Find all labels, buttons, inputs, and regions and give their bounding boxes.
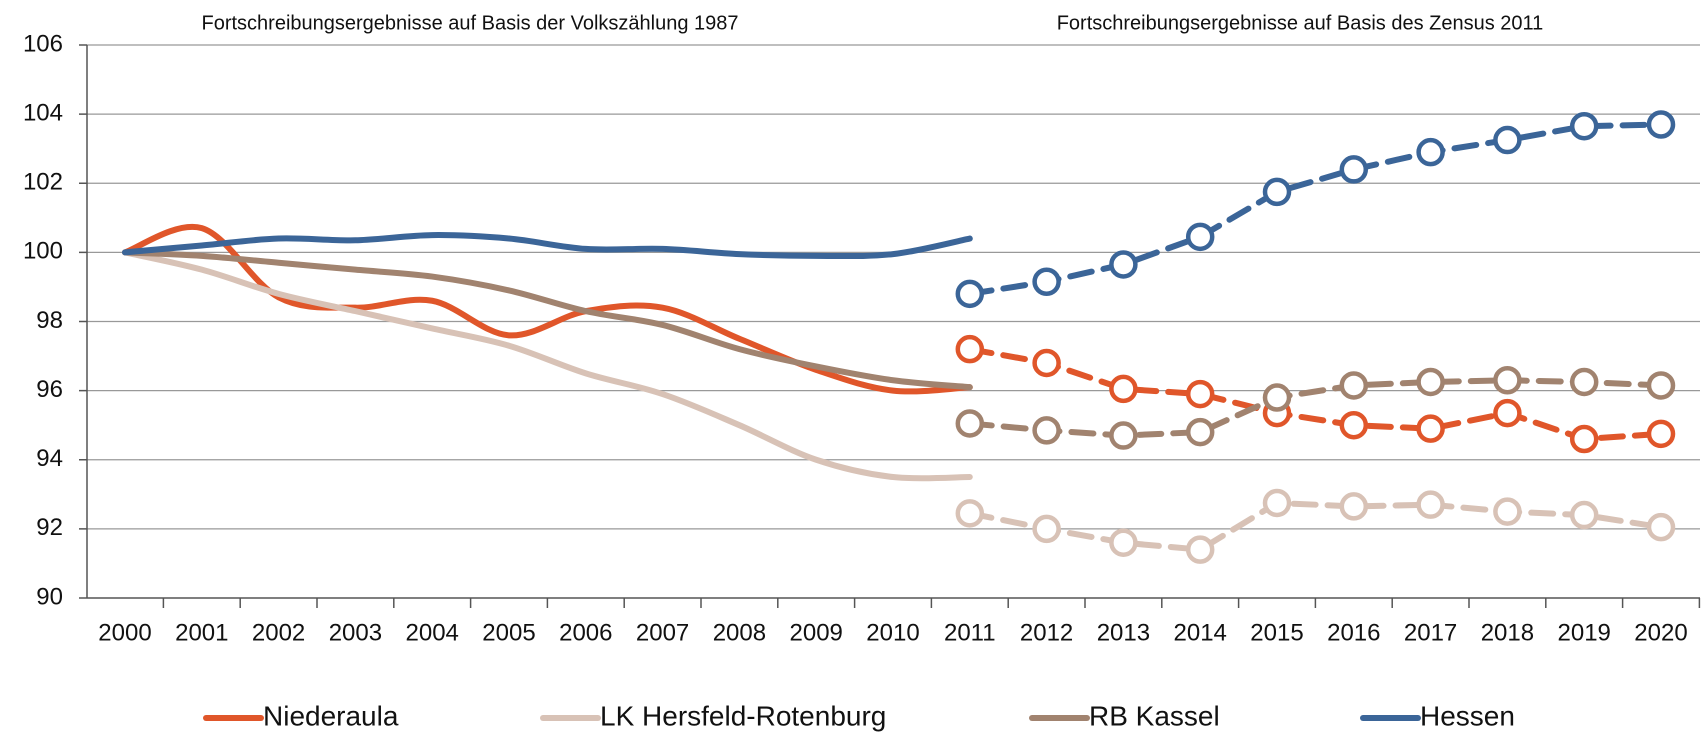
point: [1339, 371, 1369, 400]
point: [1185, 535, 1215, 564]
point: [1032, 267, 1061, 297]
point: [1109, 528, 1138, 557]
point: [1339, 492, 1369, 521]
line: [122, 249, 973, 391]
point: [955, 409, 985, 438]
legend-label: Niederaula: [263, 700, 399, 731]
x-tick-label: 2012: [1020, 619, 1073, 646]
y-tick-label: 90: [36, 583, 63, 610]
legend-label: Hessen: [1420, 700, 1515, 731]
point: [1416, 367, 1445, 397]
x-tick-label: 2018: [1481, 619, 1534, 646]
point: [1493, 497, 1522, 526]
x-tick-label: 2003: [329, 619, 382, 646]
x-tick-label: 2005: [482, 619, 535, 646]
y-tick-label: 102: [23, 169, 63, 196]
point: [955, 279, 985, 309]
annotation: Fortschreibungsergebnisse auf Basis des …: [1057, 12, 1544, 34]
x-tick-label: 2008: [713, 619, 766, 646]
y-tick-label: 96: [36, 376, 63, 403]
x-tick-label: 2009: [790, 619, 843, 646]
point: [1109, 250, 1138, 279]
point: [1416, 414, 1445, 443]
y-tick-label: 104: [23, 99, 63, 126]
x-tick-label: 2001: [175, 619, 228, 646]
point: [1109, 421, 1138, 450]
legend-label: LK Hersfeld-Rotenburg: [600, 700, 886, 731]
dashed-line: [966, 377, 1664, 439]
y-tick-label: 100: [23, 238, 63, 265]
point: [1185, 417, 1215, 447]
x-tick-label: 2020: [1634, 619, 1687, 646]
point: [1262, 383, 1292, 412]
annotation: Fortschreibungsergebnisse auf Basis der …: [202, 12, 739, 34]
point: [1416, 490, 1445, 519]
x-tick-label: 2007: [636, 619, 689, 646]
point: [1416, 137, 1445, 167]
point: [1109, 374, 1138, 404]
x-tick-label: 2000: [98, 619, 151, 646]
x-tick-label: 2011: [944, 619, 996, 646]
point: [1646, 110, 1676, 139]
dashed-line: [966, 499, 1664, 553]
point: [1032, 514, 1061, 544]
point: [1569, 424, 1599, 454]
point: [1569, 111, 1599, 141]
point: [1262, 488, 1292, 518]
point: [1646, 512, 1676, 542]
x-tick-label: 2019: [1558, 619, 1611, 646]
point: [955, 499, 985, 528]
y-tick-label: 98: [36, 307, 63, 334]
point: [1185, 222, 1215, 252]
y-tick-label: 106: [23, 30, 63, 57]
line: [122, 232, 973, 260]
point: [1646, 371, 1676, 400]
line: [122, 249, 973, 482]
x-tick-label: 2016: [1327, 619, 1380, 646]
x-tick-label: 2006: [559, 619, 612, 646]
point: [1339, 410, 1369, 440]
point: [1646, 419, 1676, 449]
x-tick-label: 2014: [1174, 619, 1227, 646]
point: [1493, 366, 1522, 395]
x-tick-label: 2013: [1097, 619, 1150, 646]
legend-label: RB Kassel: [1089, 700, 1220, 731]
x-tick-label: 2010: [866, 619, 919, 646]
point: [955, 334, 985, 364]
x-tick-label: 2002: [252, 619, 305, 646]
point: [1493, 398, 1522, 428]
x-tick-label: 2015: [1250, 619, 1303, 646]
dashed-line: [966, 346, 1664, 443]
line: [122, 223, 973, 395]
y-tick-label: 94: [36, 445, 63, 472]
point: [1032, 416, 1061, 445]
point: [1569, 500, 1599, 530]
point: [1493, 125, 1522, 155]
x-tick-label: 2004: [406, 619, 459, 646]
y-tick-label: 92: [36, 514, 63, 541]
dashed-line: [966, 121, 1664, 297]
point: [1032, 348, 1061, 378]
point: [1262, 177, 1292, 207]
point: [1569, 367, 1599, 397]
point: [1339, 155, 1369, 184]
point: [1185, 379, 1215, 409]
x-tick-label: 2017: [1404, 619, 1457, 646]
